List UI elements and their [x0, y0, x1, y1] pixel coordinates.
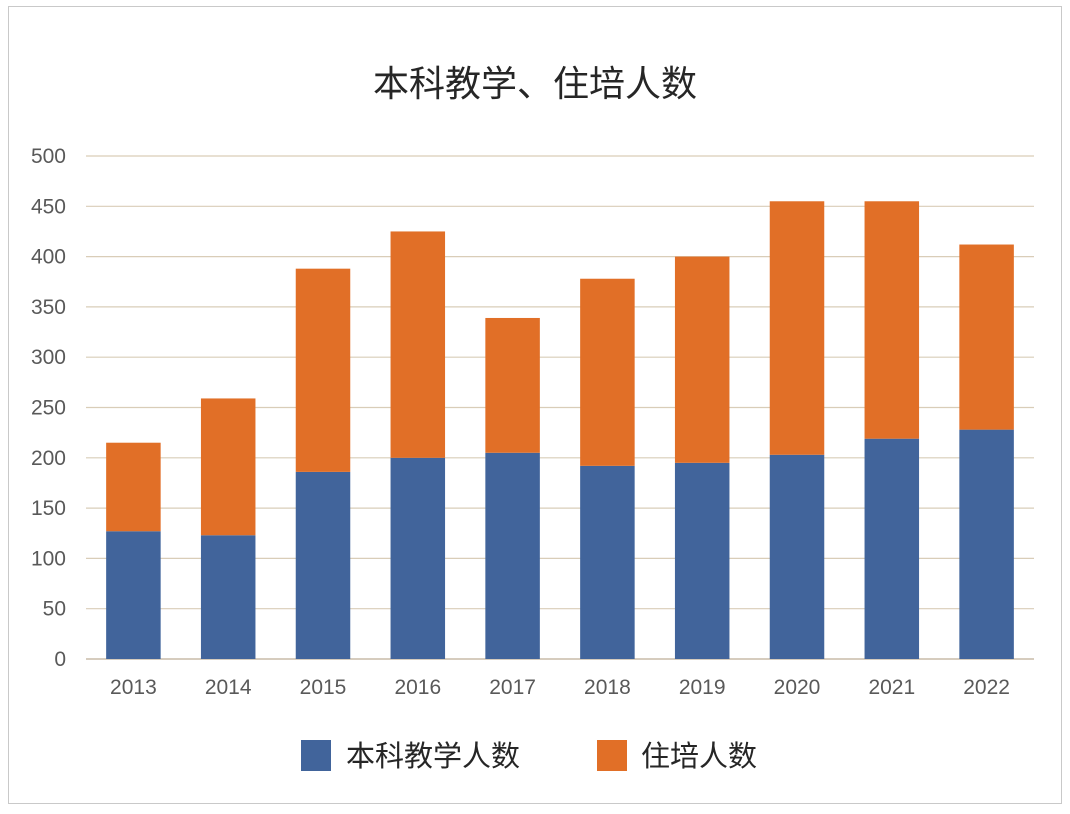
legend-swatch-series-1	[301, 740, 331, 771]
x-tick-label: 2013	[110, 676, 157, 699]
y-axis: 0 50 100 150 200 250 300 350 400 450 500	[31, 145, 66, 671]
x-tick-label: 2016	[394, 676, 441, 699]
bar-2014-series-1	[200, 535, 256, 659]
bar-2022-series-1	[959, 429, 1014, 659]
x-tick-label: 2015	[300, 676, 347, 699]
bar-2018-series-1	[580, 465, 635, 659]
bar-2019-series-2	[674, 256, 730, 463]
bar-2014-series-2	[200, 398, 256, 536]
bars	[106, 201, 1014, 659]
x-tick-label: 2018	[584, 676, 631, 699]
x-tick-label: 2014	[205, 676, 252, 699]
bar-2019-series-1	[674, 462, 730, 659]
bar-2016-series-1	[390, 457, 446, 659]
bar-2021-series-2	[864, 201, 920, 439]
y-tick-label: 100	[31, 547, 66, 570]
bar-2020-series-2	[769, 201, 825, 455]
legend-label-series-2: 住培人数	[641, 739, 757, 773]
bar-2013-series-2	[106, 442, 161, 532]
bar-2022-series-2	[959, 244, 1014, 430]
bar-2016-series-2	[390, 231, 446, 458]
bar-2017-series-1	[485, 452, 540, 659]
legend: 本科教学人数 住培人数	[301, 739, 757, 773]
bar-2015-series-2	[295, 268, 351, 472]
y-tick-label: 50	[43, 598, 66, 621]
y-tick-label: 150	[31, 497, 66, 520]
y-tick-label: 350	[31, 296, 66, 319]
chart-title: 本科教学、住培人数	[373, 64, 697, 105]
bar-2017-series-2	[485, 317, 540, 453]
y-tick-label: 0	[54, 648, 66, 671]
x-tick-label: 2020	[774, 676, 821, 699]
y-tick-label: 200	[31, 447, 66, 470]
x-axis: 2013 2014 2015 2016 2017 2018 2019 2020 2021 2022	[110, 676, 1010, 699]
bar-2018-series-2	[580, 278, 635, 466]
x-tick-label: 2017	[489, 676, 536, 699]
legend-swatch-series-2	[597, 740, 627, 771]
x-tick-label: 2022	[963, 676, 1010, 699]
x-tick-label: 2019	[679, 676, 726, 699]
legend-label-series-1: 本科教学人数	[346, 739, 520, 773]
bar-2020-series-1	[769, 454, 825, 659]
y-tick-label: 300	[31, 346, 66, 369]
y-tick-label: 400	[31, 246, 66, 269]
y-tick-label: 450	[31, 195, 66, 218]
x-tick-label: 2021	[868, 676, 915, 699]
y-tick-label: 250	[31, 397, 66, 420]
bar-2013-series-1	[106, 531, 161, 659]
bar-2015-series-1	[295, 471, 351, 659]
bar-2021-series-1	[864, 438, 920, 659]
y-tick-label: 500	[31, 145, 66, 168]
